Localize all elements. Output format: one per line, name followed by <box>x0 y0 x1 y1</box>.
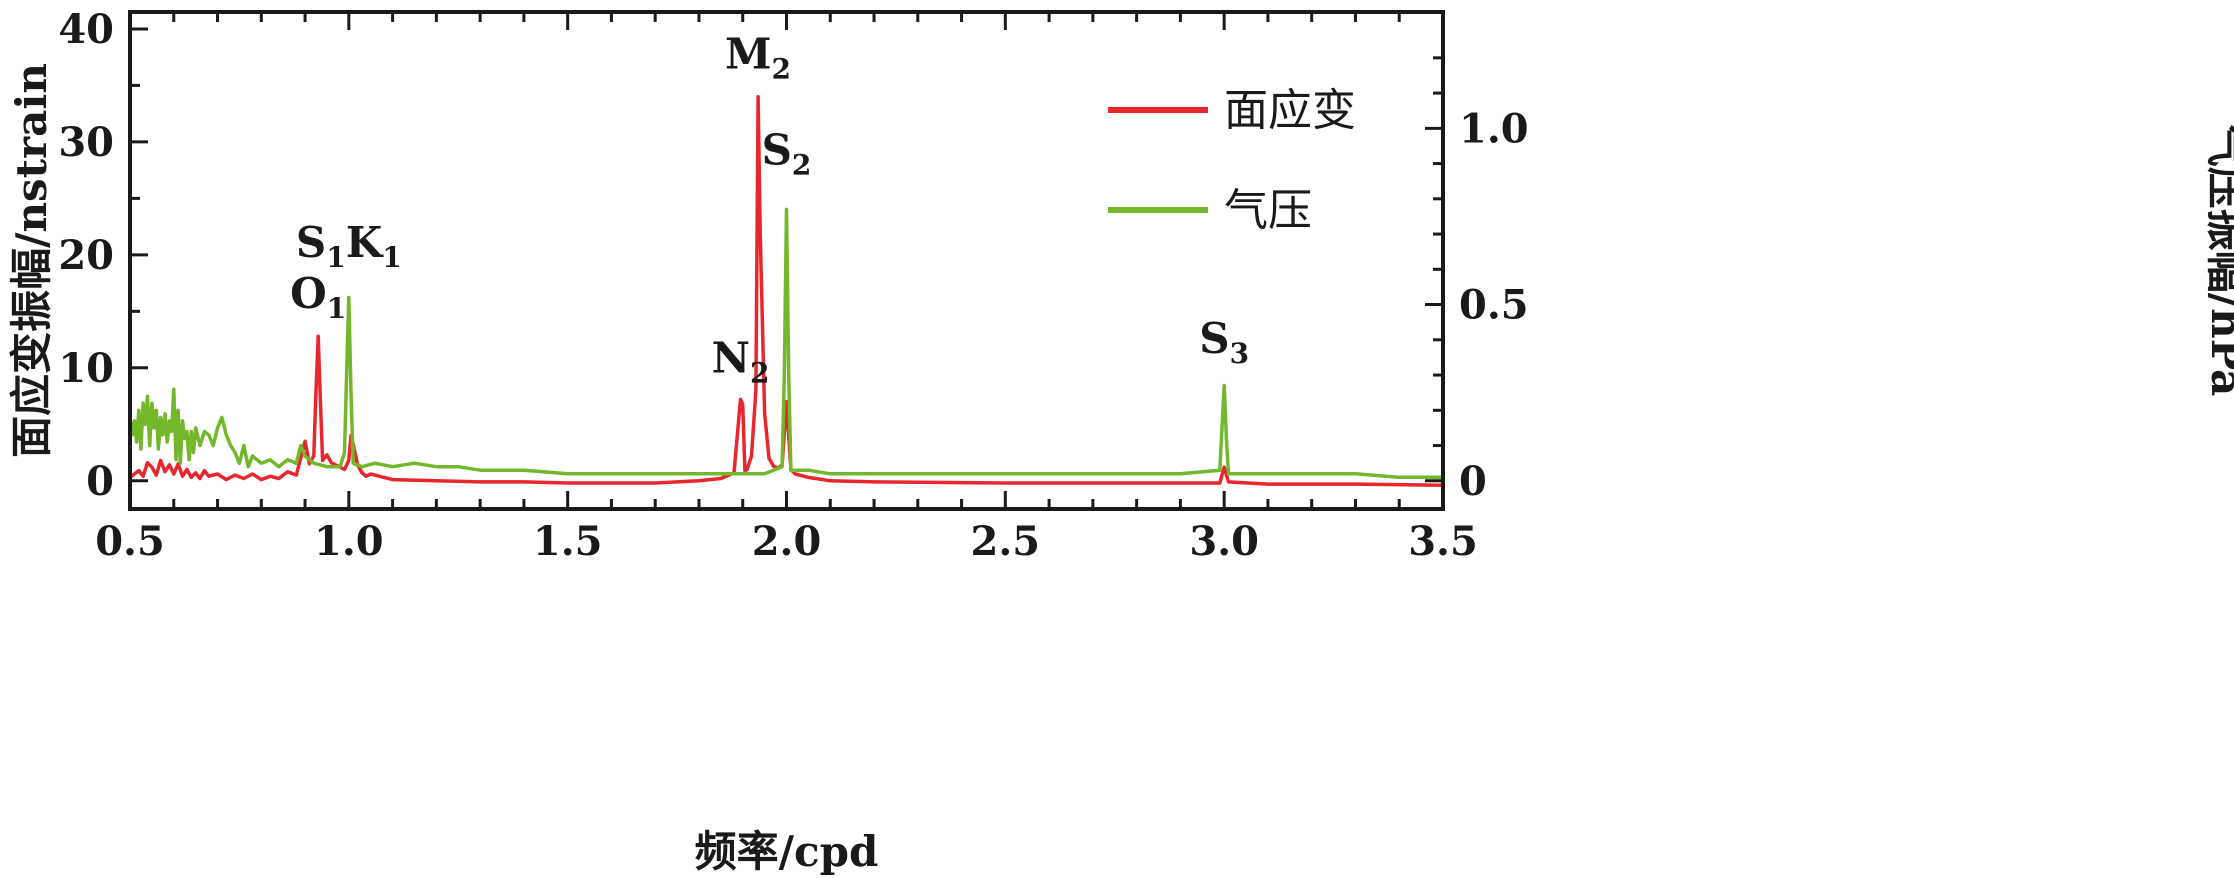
y-left-tick-label: 10 <box>58 345 114 392</box>
y-left-tick-label: 40 <box>58 6 114 53</box>
x-tick-label: 2.0 <box>752 518 822 565</box>
x-tick-label: 2.5 <box>971 518 1041 565</box>
legend-label-pressure: 气压 <box>1224 185 1312 236</box>
peak-label: S2 <box>762 125 812 181</box>
x-tick-label: 1.5 <box>533 518 603 565</box>
y-right-tick-label: 0 <box>1459 458 1487 505</box>
plot-series <box>128 94 1444 488</box>
peak-label: M2 <box>725 29 791 85</box>
peak-label: N2 <box>712 333 770 389</box>
y-left-tick-label: 30 <box>58 119 114 166</box>
y-left-axis-title: 面应变振幅/nstrain <box>7 63 56 458</box>
legend: 面应变 气压 <box>1108 85 1356 236</box>
legend-label-strain: 面应变 <box>1224 85 1356 136</box>
x-tick-label: 3.5 <box>1408 518 1478 565</box>
peak-label: S1K1 <box>296 218 402 274</box>
y-left-tick-label: 0 <box>86 458 114 505</box>
x-tick-label: 0.5 <box>95 518 165 565</box>
y-right-tick-label: 0.5 <box>1459 282 1529 329</box>
peak-label: S3 <box>1199 314 1249 370</box>
x-axis-title: 频率/cpd <box>695 827 879 876</box>
y-right-tick-label: 1.0 <box>1459 105 1529 152</box>
x-tick-label: 3.0 <box>1189 518 1259 565</box>
y-left-tick-label: 20 <box>58 232 114 279</box>
plot-frame <box>128 10 1445 511</box>
y-right-axis-title: 气压振幅/hPa <box>2202 125 2234 397</box>
series-line-pressure <box>128 207 1443 480</box>
peak-label: O1 <box>290 269 346 325</box>
tick-labels: 0.5 1.0 1.5 2.0 2.5 3.0 3.5 0 10 20 30 40 0 0.5 1.0 <box>58 6 1528 565</box>
x-tick-label: 1.0 <box>314 518 384 565</box>
